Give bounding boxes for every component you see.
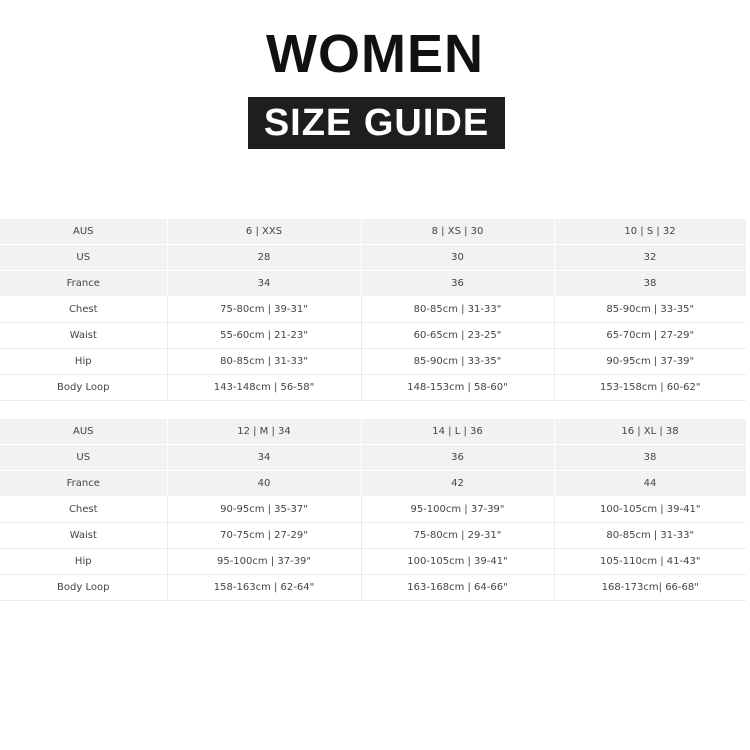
row-label: Hip [0, 348, 168, 375]
table-cell: 60-65cm | 23-25" [361, 322, 555, 349]
table-row: Chest 90-95cm | 35-37" 95-100cm | 37-39" 10… [0, 496, 746, 523]
table-cell: 10 | S | 32 [554, 219, 747, 245]
row-label: Hip [0, 548, 168, 575]
table-cell: 28 [167, 244, 362, 271]
table-cell: 148-153cm | 58-60" [361, 374, 555, 401]
table-cell: 42 [361, 470, 555, 497]
table-cell: 95-100cm | 37-39" [361, 496, 555, 523]
table-cell: 36 [361, 444, 555, 471]
table-row: Waist 55-60cm | 21-23" 60-65cm | 23-25" 65-… [0, 322, 746, 349]
table-cell: 34 [167, 270, 362, 297]
table-cell: 38 [554, 444, 747, 471]
table-cell: 100-105cm | 39-41" [554, 496, 746, 523]
table-row: US 28 30 32 [0, 244, 747, 271]
table-row: US 34 36 38 [0, 444, 747, 471]
table-cell: 44 [554, 470, 747, 497]
table-cell: 38 [554, 270, 747, 297]
table-cell: 85-90cm | 33-35" [554, 296, 746, 323]
table-cell: 143-148cm | 56-58" [167, 374, 362, 401]
table-cell: 105-110cm | 41-43" [554, 548, 746, 575]
table-cell: 14 | L | 36 [361, 419, 555, 445]
table-cell: 32 [554, 244, 747, 271]
row-label: Body Loop [0, 374, 168, 401]
table-cell: 70-75cm | 27-29" [167, 522, 362, 549]
row-label: AUS [0, 419, 168, 445]
table-cell: 153-158cm | 60-62" [554, 374, 746, 401]
table-cell: 16 | XL | 38 [554, 419, 747, 445]
row-label: US [0, 244, 168, 271]
table-row: Body Loop 158-163cm | 62-64" 163-168cm | 6… [0, 574, 746, 601]
size-table-2: AUS 12 | M | 34 14 | L | 36 16 | XL | 38 US 3… [0, 419, 747, 601]
row-label: France [0, 270, 168, 297]
table-cell: 85-90cm | 33-35" [361, 348, 555, 375]
table-cell: 30 [361, 244, 555, 271]
table-cell: 40 [167, 470, 362, 497]
table-row: Chest 75-80cm | 39-31" 80-85cm | 31-33" 85-… [0, 296, 746, 323]
table-cell: 75-80cm | 29-31" [361, 522, 555, 549]
row-label: Chest [0, 296, 168, 323]
row-label: US [0, 444, 168, 471]
table-cell: 65-70cm | 27-29" [554, 322, 746, 349]
row-label: Waist [0, 322, 168, 349]
table-row: Waist 70-75cm | 27-29" 75-80cm | 29-31" 80-… [0, 522, 746, 549]
table-cell: 55-60cm | 21-23" [167, 322, 362, 349]
table-row: Hip 80-85cm | 31-33" 85-90cm | 33-35" 90-95… [0, 348, 746, 375]
table-cell: 80-85cm | 31-33" [361, 296, 555, 323]
table-cell: 80-85cm | 31-33" [554, 522, 746, 549]
table-cell: 95-100cm | 37-39" [167, 548, 362, 575]
table-row: Hip 95-100cm | 37-39" 100-105cm | 39-41" 10… [0, 548, 746, 575]
table-cell: 163-168cm | 64-66" [361, 574, 555, 601]
table-row: AUS 6 | XXS 8 | XS | 30 10 | S | 32 [0, 219, 747, 245]
row-label: Chest [0, 496, 168, 523]
table-cell: 158-163cm | 62-64" [167, 574, 362, 601]
table-cell: 80-85cm | 31-33" [167, 348, 362, 375]
table-cell: 36 [361, 270, 555, 297]
table-cell: 6 | XXS [167, 219, 362, 245]
table-cell: 34 [167, 444, 362, 471]
table-cell: 168-173cm| 66-68" [554, 574, 746, 601]
table-cell: 90-95cm | 35-37" [167, 496, 362, 523]
table-row: France 40 42 44 [0, 470, 747, 497]
size-guide-banner: SIZE GUIDE [248, 97, 505, 149]
table-row: Body Loop 143-148cm | 56-58" 148-153cm | 5… [0, 374, 746, 401]
table-cell: 75-80cm | 39-31" [167, 296, 362, 323]
row-label: Body Loop [0, 574, 168, 601]
table-cell: 12 | M | 34 [167, 419, 362, 445]
row-label: AUS [0, 219, 168, 245]
table-cell: 90-95cm | 37-39" [554, 348, 746, 375]
table-row: France 34 36 38 [0, 270, 747, 297]
row-label: Waist [0, 522, 168, 549]
row-label: France [0, 470, 168, 497]
page-title: WOMEN [266, 24, 484, 84]
table-cell: 100-105cm | 39-41" [361, 548, 555, 575]
table-row: AUS 12 | M | 34 14 | L | 36 16 | XL | 38 [0, 419, 747, 445]
table-cell: 8 | XS | 30 [361, 219, 555, 245]
size-table-1: AUS 6 | XXS 8 | XS | 30 10 | S | 32 US 28 30 32… [0, 219, 747, 401]
